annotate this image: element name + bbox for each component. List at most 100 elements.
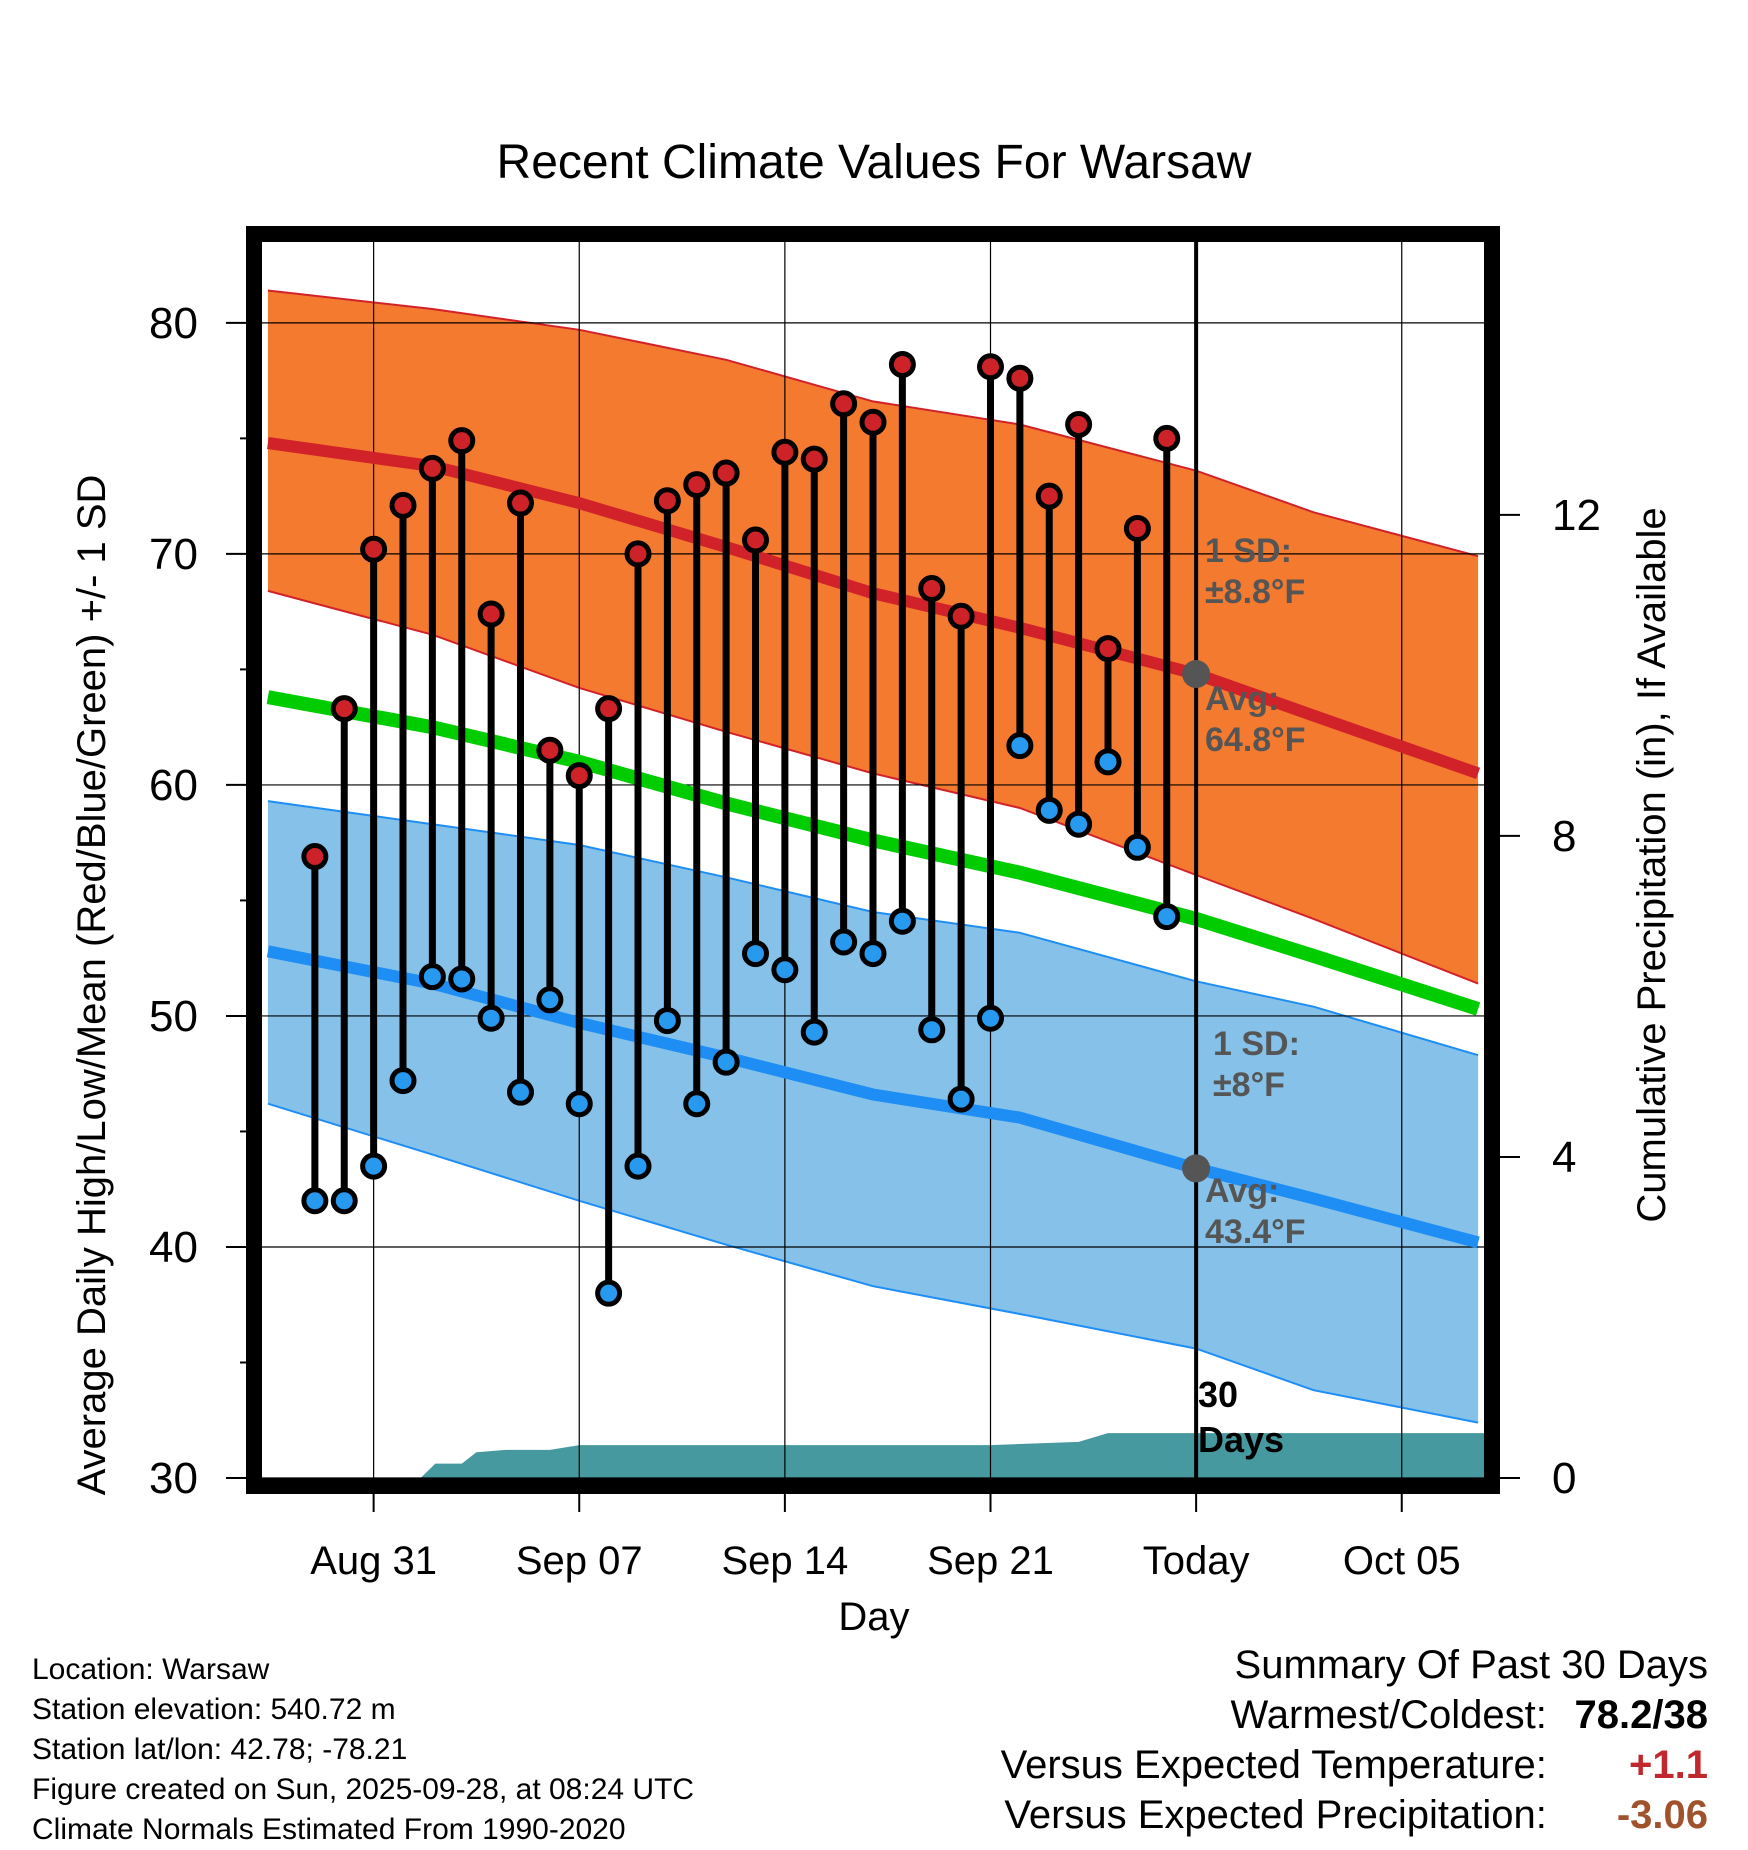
y2-tick-label: 0 [1552, 1454, 1576, 1503]
x-axis-label: Day [838, 1595, 909, 1639]
warmest-coldest-row: Warmest/Coldest: 78.2/38 [1001, 1690, 1709, 1740]
observed-high-point [1153, 424, 1181, 452]
observed-low-point [507, 1078, 534, 1106]
precip-departure-label: Versus Expected Precipitation: [1004, 1793, 1547, 1837]
today-high-normal-marker [1182, 660, 1211, 689]
observed-low-point [1094, 748, 1122, 776]
y-tick-label: 50 [149, 992, 198, 1041]
y-tick-label: 40 [149, 1223, 198, 1272]
observed-high-point [477, 600, 505, 628]
high-sd-label: 1 SD: [1205, 532, 1292, 570]
observed-high-point [771, 438, 799, 466]
plot-frame [246, 226, 1500, 1494]
observed-high-point [1123, 514, 1151, 542]
temp-departure-label: Versus Expected Temperature: [1000, 1743, 1547, 1787]
low-sd-label: 1 SD: [1213, 1025, 1300, 1063]
x-tick-label: Sep 14 [721, 1539, 848, 1583]
window-number-label: 30 [1198, 1374, 1238, 1415]
elevation-text: Station elevation: 540.72 m [32, 1693, 396, 1726]
precipitation-area [262, 1433, 1484, 1478]
observed-high-point [918, 575, 946, 603]
x-tick-label: Today [1143, 1539, 1250, 1583]
low-avg-value: 43.4°F [1205, 1213, 1306, 1251]
y2-tick-label: 4 [1552, 1133, 1576, 1182]
warmest-coldest-label: Warmest/Coldest: [1230, 1693, 1547, 1737]
observed-low-point [712, 1048, 740, 1076]
observed-low-point [360, 1152, 388, 1180]
observed-high-point [1035, 482, 1063, 510]
x-tick-label: Sep 07 [516, 1539, 643, 1583]
summary-panel: Summary Of Past 30 Days Warmest/Coldest:… [1001, 1640, 1708, 1840]
observed-low-point [477, 1004, 505, 1032]
observed-high-point [360, 535, 388, 563]
low-normal-line [266, 945, 1480, 1249]
y-axis-label: Average Daily High/Low/Mean (Red/Blue/Gr… [70, 475, 114, 1496]
observed-low-point [418, 963, 446, 991]
observed-low-point [624, 1152, 652, 1180]
temp-departure-row: Versus Expected Temperature: +1.1 [1001, 1740, 1708, 1790]
observed-low-point [683, 1090, 711, 1118]
y-tick-label: 30 [149, 1454, 198, 1503]
observed-high-point [595, 695, 623, 723]
y-tick-label: 70 [149, 530, 198, 579]
observed-low-point [1065, 810, 1093, 838]
latlon-text: Station lat/lon: 42.78; -78.21 [32, 1733, 408, 1766]
observed-high-point [712, 459, 740, 487]
observed-high-point [830, 390, 858, 418]
observed-low-point [977, 1004, 1004, 1032]
high-sd-value: ±8.8°F [1205, 573, 1305, 611]
observed-low-point [859, 940, 887, 968]
x-tick-label: Aug 31 [310, 1539, 437, 1583]
observed-low-point [742, 940, 769, 968]
observed-low-point [448, 965, 476, 993]
observed-high-point [507, 489, 534, 517]
observed-high-point [683, 471, 711, 499]
observed-low-point [565, 1090, 593, 1118]
low-sd-value: ±8°F [1213, 1066, 1285, 1104]
observed-high-point [624, 540, 652, 568]
observed-high-point [1094, 635, 1122, 663]
x-tick-label: Sep 21 [927, 1539, 1054, 1583]
location-text: Location: Warsaw [32, 1653, 270, 1686]
observed-low-point [888, 907, 916, 935]
observed-high-point [800, 445, 828, 473]
window-unit-label: Days [1198, 1419, 1284, 1460]
observed-low-point [1123, 833, 1151, 861]
y-tick-label: 80 [149, 299, 198, 348]
observed-high-point [742, 526, 769, 554]
observed-high-point [888, 350, 916, 378]
high-sd-upper-line [267, 289, 1479, 558]
warmest-coldest-value: 78.2/38 [1574, 1693, 1708, 1737]
observed-low-point [330, 1187, 358, 1215]
y2-tick-label: 8 [1552, 812, 1576, 861]
observed-low-point [918, 1016, 946, 1044]
observed-high-point [1006, 364, 1034, 392]
summary-title: Summary Of Past 30 Days [1234, 1643, 1708, 1687]
observed-high-point [330, 695, 358, 723]
precip-departure-value: -3.06 [1616, 1793, 1708, 1837]
precip-departure-row: Versus Expected Precipitation: -3.06 [1001, 1790, 1708, 1840]
observed-high-point [565, 762, 593, 790]
x-tick-label: Oct 05 [1343, 1539, 1461, 1583]
y2-axis-label: Cumulative Precipitation (in), If Availa… [1630, 507, 1674, 1222]
observed-high-point [977, 353, 1004, 381]
high-avg-value: 64.8°F [1205, 721, 1306, 759]
low-sd-lower-line [267, 1102, 1479, 1424]
created-text: Figure created on Sun, 2025-09-28, at 08… [32, 1773, 695, 1806]
observed-low-point [1035, 796, 1063, 824]
high-avg-label: Avg: [1205, 680, 1279, 718]
station-info: Location: Warsaw Station elevation: 540.… [32, 1650, 694, 1850]
observed-high-point [653, 487, 681, 515]
observed-high-point [389, 491, 417, 519]
low-avg-label: Avg: [1205, 1172, 1279, 1210]
observed-low-point [536, 986, 564, 1014]
temp-departure-value: +1.1 [1629, 1743, 1708, 1787]
observed-high-point [947, 602, 975, 630]
observed-high-point [859, 408, 887, 436]
low-sd-band [267, 801, 1479, 1423]
observed-low-point [389, 1067, 417, 1095]
observed-low-point [800, 1018, 828, 1046]
observed-high-point [1065, 411, 1093, 439]
observed-high-point [418, 454, 446, 482]
